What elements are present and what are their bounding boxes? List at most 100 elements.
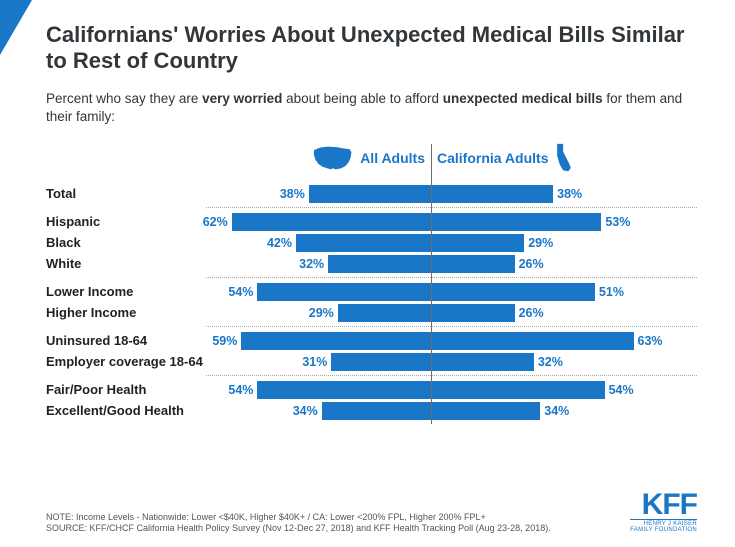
row-group: Lower Income54%51%Higher Income29%26% [206, 278, 697, 327]
bar-value-right: 63% [634, 332, 663, 350]
bar-left-wrap: 54% [206, 381, 431, 399]
bar-left: 31% [331, 353, 431, 371]
row-label: White [46, 256, 201, 271]
bar-left-wrap: 42% [206, 234, 431, 252]
data-row: Uninsured 18-6459%63% [206, 330, 697, 351]
bar-value-right: 51% [595, 283, 624, 301]
bar-right-wrap: 26% [431, 304, 656, 322]
bar-right: 53% [431, 213, 601, 231]
row-label: Hispanic [46, 214, 201, 229]
center-divider [431, 144, 432, 424]
row-label: Excellent/Good Health [46, 403, 201, 418]
bar-left-wrap: 62% [206, 213, 431, 231]
note-text: NOTE: Income Levels - Nationwide: Lower … [46, 512, 697, 524]
california-map-icon [555, 143, 573, 173]
row-group: Fair/Poor Health54%54%Excellent/Good Hea… [206, 376, 697, 424]
footer: NOTE: Income Levels - Nationwide: Lower … [46, 512, 697, 535]
bar-left-wrap: 54% [206, 283, 431, 301]
bar-right-wrap: 54% [431, 381, 656, 399]
bar-right: 38% [431, 185, 553, 203]
bar-value-left: 32% [299, 255, 328, 273]
header-left-label: All Adults [360, 150, 425, 166]
data-row: Black42%29% [206, 232, 697, 253]
chart-header-row: All Adults California Adults [206, 140, 697, 176]
data-row: Excellent/Good Health34%34% [206, 400, 697, 421]
bar-left: 42% [296, 234, 431, 252]
bar-right: 32% [431, 353, 534, 371]
subtitle-bold: unexpected medical bills [443, 91, 603, 106]
subtitle-bold: very worried [202, 91, 282, 106]
row-group: Uninsured 18-6459%63%Employer coverage 1… [206, 327, 697, 376]
subtitle-text: about being able to afford [282, 91, 442, 106]
row-group: Hispanic62%53%Black42%29%White32%26% [206, 208, 697, 278]
bar-right: 51% [431, 283, 595, 301]
bar-value-left: 34% [293, 402, 322, 420]
bar-right-wrap: 32% [431, 353, 656, 371]
data-row: Lower Income54%51% [206, 281, 697, 302]
bar-left-wrap: 34% [206, 402, 431, 420]
bar-right-wrap: 51% [431, 283, 656, 301]
kff-logo: KFF HENRY J KAISERFAMILY FOUNDATION [630, 491, 697, 533]
bar-right-wrap: 29% [431, 234, 656, 252]
row-label: Lower Income [46, 284, 201, 299]
bar-value-right: 29% [524, 234, 553, 252]
data-row: Fair/Poor Health54%54% [206, 379, 697, 400]
data-row: Higher Income29%26% [206, 302, 697, 323]
source-text: SOURCE: KFF/CHCF California Health Polic… [46, 523, 697, 535]
row-group: Total38%38% [206, 180, 697, 208]
bar-right-wrap: 63% [431, 332, 656, 350]
kff-logo-text: KFF [630, 491, 697, 518]
header-right-label: California Adults [437, 150, 549, 166]
bar-right: 63% [431, 332, 634, 350]
bar-left: 59% [241, 332, 431, 350]
bar-right: 34% [431, 402, 540, 420]
data-row: White32%26% [206, 253, 697, 274]
row-label: Employer coverage 18-64 [46, 354, 201, 369]
bar-value-left: 54% [228, 283, 257, 301]
content-area: Californians' Worries About Unexpected M… [0, 0, 735, 424]
chart-subtitle: Percent who say they are very worried ab… [46, 90, 697, 126]
subtitle-text: Percent who say they are [46, 91, 202, 106]
bar-left: 38% [309, 185, 431, 203]
bar-value-left: 42% [267, 234, 296, 252]
bar-left-wrap: 38% [206, 185, 431, 203]
bar-left: 32% [328, 255, 431, 273]
kff-logo-subtext: HENRY J KAISERFAMILY FOUNDATION [630, 519, 697, 533]
bar-value-left: 38% [280, 185, 309, 203]
bar-value-left: 62% [203, 213, 232, 231]
bar-left-wrap: 32% [206, 255, 431, 273]
row-label: Uninsured 18-64 [46, 333, 201, 348]
us-map-icon [312, 145, 354, 171]
row-label: Fair/Poor Health [46, 382, 201, 397]
bar-right: 29% [431, 234, 524, 252]
bar-right-wrap: 53% [431, 213, 656, 231]
bar-left: 54% [257, 283, 431, 301]
header-left: All Adults [206, 145, 431, 171]
row-label: Total [46, 186, 201, 201]
bar-value-right: 34% [540, 402, 569, 420]
bar-right: 26% [431, 304, 515, 322]
bar-value-right: 32% [534, 353, 563, 371]
bar-left-wrap: 59% [206, 332, 431, 350]
data-row: Employer coverage 18-6431%32% [206, 351, 697, 372]
bar-left: 34% [322, 402, 431, 420]
bar-left-wrap: 29% [206, 304, 431, 322]
bar-right: 26% [431, 255, 515, 273]
bar-value-left: 29% [309, 304, 338, 322]
bar-left-wrap: 31% [206, 353, 431, 371]
corner-accent [0, 0, 32, 55]
butterfly-chart: All Adults California Adults Total38%38%… [46, 140, 697, 424]
bar-value-right: 26% [515, 304, 544, 322]
bar-right-wrap: 34% [431, 402, 656, 420]
bar-value-right: 26% [515, 255, 544, 273]
row-label: Higher Income [46, 305, 201, 320]
bar-value-left: 59% [212, 332, 241, 350]
bar-value-left: 31% [302, 353, 331, 371]
bar-value-right: 54% [605, 381, 634, 399]
chart-title: Californians' Worries About Unexpected M… [46, 22, 697, 74]
data-row: Hispanic62%53% [206, 211, 697, 232]
bar-right: 54% [431, 381, 605, 399]
bar-left: 54% [257, 381, 431, 399]
bar-value-left: 54% [228, 381, 257, 399]
bar-right-wrap: 38% [431, 185, 656, 203]
